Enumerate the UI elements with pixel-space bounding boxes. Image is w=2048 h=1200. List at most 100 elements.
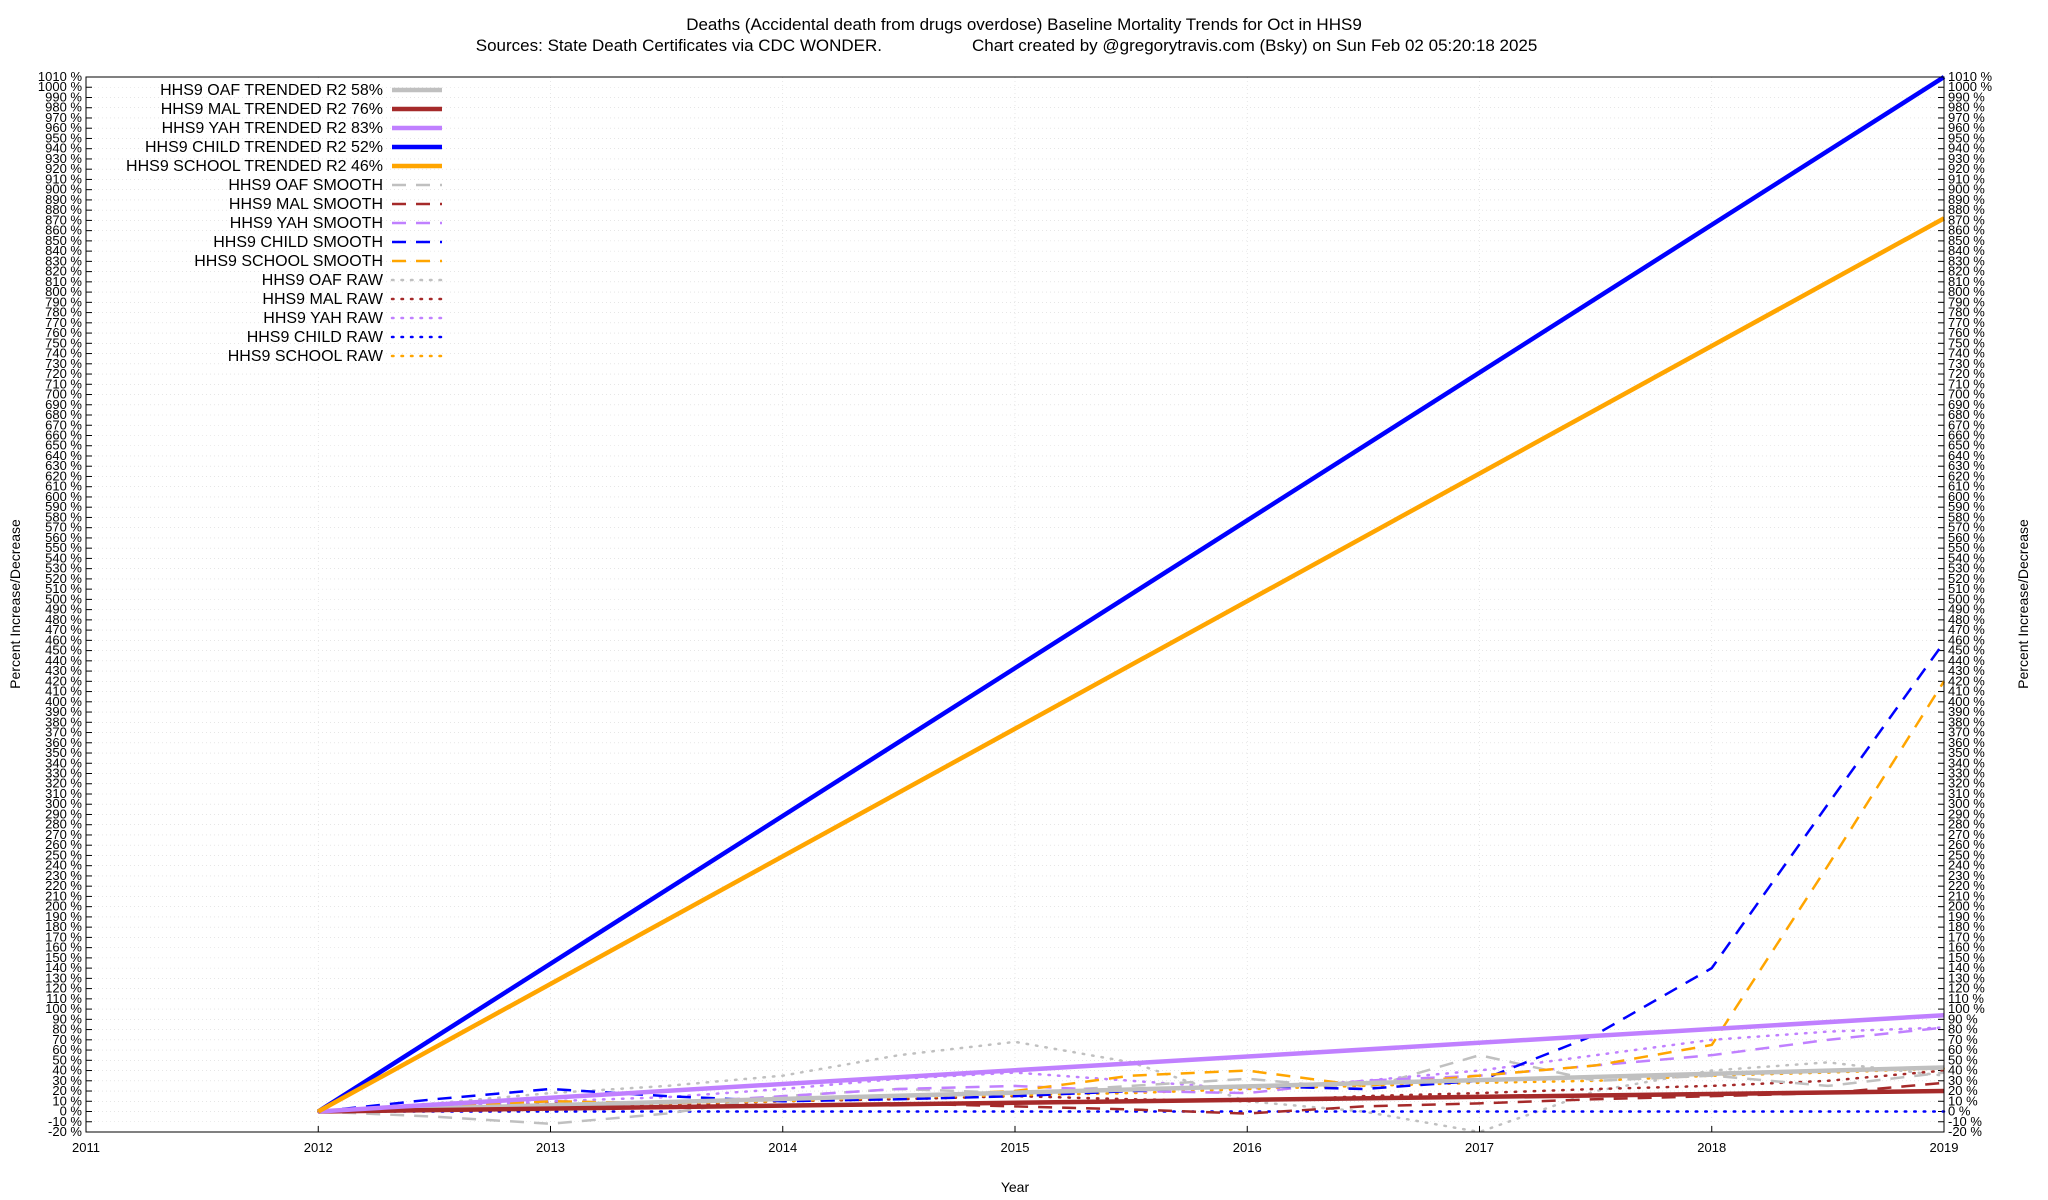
y-tick-label-left: 410 % (45, 684, 82, 699)
legend-label: HHS9 SCHOOL SMOOTH (194, 253, 383, 270)
series-line-hhs9-oaf-smooth (318, 1053, 1945, 1126)
y-tick-label-right: 710 % (1948, 376, 1985, 391)
y-tick-label-left: 510 % (45, 581, 82, 596)
y-tick-label-right: 910 % (1948, 171, 1985, 186)
series-line-hhs9-yah-raw (317, 1026, 1946, 1113)
y-tick-label-left: 70 % (52, 1032, 82, 1047)
y-tick-label-left: 890 % (45, 192, 82, 207)
y-tick-label-left: 400 % (45, 694, 82, 709)
y-tick-label-left: 210 % (45, 888, 82, 903)
legend-label: HHS9 YAH TRENDED R2 83% (162, 120, 383, 137)
y-tick-label-left: 740 % (45, 346, 82, 361)
y-tick-label-left: 430 % (45, 663, 82, 678)
y-tick-label-right: 150 % (1948, 950, 1985, 965)
legend-label: HHS9 OAF RAW (262, 272, 384, 289)
legend-label: HHS9 MAL SMOOTH (229, 196, 383, 213)
y-tick-label-left: 780 % (45, 305, 82, 320)
y-tick-label-left: 180 % (45, 919, 82, 934)
y-tick-label-right: 570 % (1948, 520, 1985, 535)
y-tick-label-left: 980 % (45, 100, 82, 115)
y-tick-label-right: 280 % (1948, 817, 1985, 832)
y-tick-label-right: 30 % (1948, 1073, 1978, 1088)
y-tick-label-right: 270 % (1948, 827, 1985, 842)
y-tick-label-right: 700 % (1948, 387, 1985, 402)
series-line-hhs9-yah-trended-r2-83 (318, 1012, 1945, 1114)
y-tick-label-right: 600 % (1948, 489, 1985, 504)
y-tick-label-left: 990 % (45, 89, 82, 104)
y-tick-label-left: 110 % (46, 991, 82, 1006)
y-tick-label-left: 800 % (45, 284, 82, 299)
y-tick-label-right: 390 % (1948, 704, 1985, 719)
y-tick-label-left: 320 % (45, 776, 82, 791)
y-tick-label-left: 450 % (45, 643, 82, 658)
y-tick-label-right: 870 % (1948, 212, 1985, 227)
y-tick-label-left: 170 % (45, 929, 82, 944)
y-tick-label-right: 250 % (1948, 847, 1985, 862)
y-tick-label-left: 10 % (52, 1093, 82, 1108)
y-tick-label-left: 620 % (45, 468, 82, 483)
y-tick-label-right: 730 % (1948, 356, 1985, 371)
y-tick-label-right: 740 % (1948, 346, 1985, 361)
y-tick-label-left: -10 % (48, 1114, 82, 1129)
y-tick-label-right: -10 % (1948, 1114, 1982, 1129)
y-tick-label-right: 630 % (1948, 458, 1985, 473)
x-tick-label: 2013 (536, 1140, 565, 1155)
y-tick-label-left: 700 % (45, 387, 82, 402)
y-tick-label-right: 920 % (1948, 161, 1985, 176)
y-tick-label-right: 580 % (1948, 509, 1985, 524)
plot-frame (85, 76, 1945, 1133)
x-tick-label: 2016 (1233, 1140, 1262, 1155)
x-tick-label: 2015 (1001, 1140, 1030, 1155)
y-tick-label-left: 470 % (45, 622, 82, 637)
y-tick-label-right: 360 % (1948, 735, 1985, 750)
chart-subtitle-credit: Chart created by @gregorytravis.com (Bsk… (972, 36, 1537, 55)
y-tick-label-left: 460 % (45, 632, 82, 647)
y-tick-label-left: -20 % (48, 1124, 82, 1139)
y-tick-label-left: 570 % (45, 520, 82, 535)
y-tick-label-left: 810 % (45, 274, 82, 289)
y-tick-label-left: 290 % (45, 806, 82, 821)
y-tick-label-right: 780 % (1948, 305, 1985, 320)
y-tick-label-left: 140 % (45, 960, 82, 975)
y-tick-label-left: 350 % (45, 745, 82, 760)
y-tick-label-right: 990 % (1948, 89, 1985, 104)
y-tick-label-right: 110 % (1948, 991, 1984, 1006)
y-tick-label-left: 280 % (45, 817, 82, 832)
y-tick-label-left: 340 % (45, 755, 82, 770)
y-tick-label-left: 660 % (45, 427, 82, 442)
y-tick-label-right: 690 % (1948, 397, 1985, 412)
y-tick-label-right: 50 % (1948, 1052, 1978, 1067)
y-tick-label-left: 480 % (45, 612, 82, 627)
y-tick-label-left: 30 % (52, 1073, 82, 1088)
legend-label: HHS9 CHILD TRENDED R2 52% (145, 139, 383, 156)
y-tick-label-left: 580 % (45, 509, 82, 524)
y-tick-label-right: 140 % (1948, 960, 1985, 975)
y-tick-label-right: 210 % (1948, 888, 1985, 903)
y-tick-label-left: 100 % (45, 1001, 82, 1016)
y-tick-label-left: 770 % (45, 315, 82, 330)
y-tick-label-right: 520 % (1948, 571, 1985, 586)
y-tick-label-left: 530 % (45, 561, 82, 576)
y-tick-label-left: 540 % (45, 550, 82, 565)
y-tick-label-right: 900 % (1948, 182, 1985, 197)
chart-title: Deaths (Accidental death from drugs over… (686, 15, 1362, 34)
y-tick-label-left: 960 % (45, 120, 82, 135)
y-tick-label-left: 840 % (45, 243, 82, 258)
y-tick-label-right: 370 % (1948, 725, 1985, 740)
y-tick-label-right: 180 % (1948, 919, 1985, 934)
legend-label: HHS9 CHILD SMOOTH (213, 234, 383, 251)
y-tick-label-right: 440 % (1948, 653, 1985, 668)
y-tick-label-right: 850 % (1948, 233, 1985, 248)
y-tick-label-right: 1000 % (1948, 79, 1993, 94)
y-tick-label-left: 720 % (45, 366, 82, 381)
y-tick-label-left: 490 % (45, 602, 82, 617)
y-tick-label-right: 660 % (1948, 427, 1985, 442)
y-tick-label-right: 190 % (1948, 909, 1985, 924)
y-tick-label-left: 50 % (52, 1052, 82, 1067)
y-tick-label-left: 330 % (45, 766, 82, 781)
y-tick-label-right: 420 % (1948, 673, 1985, 688)
y-tick-label-left: 860 % (45, 223, 82, 238)
series-layer (317, 75, 1946, 1134)
y-tick-label-left: 160 % (45, 940, 82, 955)
